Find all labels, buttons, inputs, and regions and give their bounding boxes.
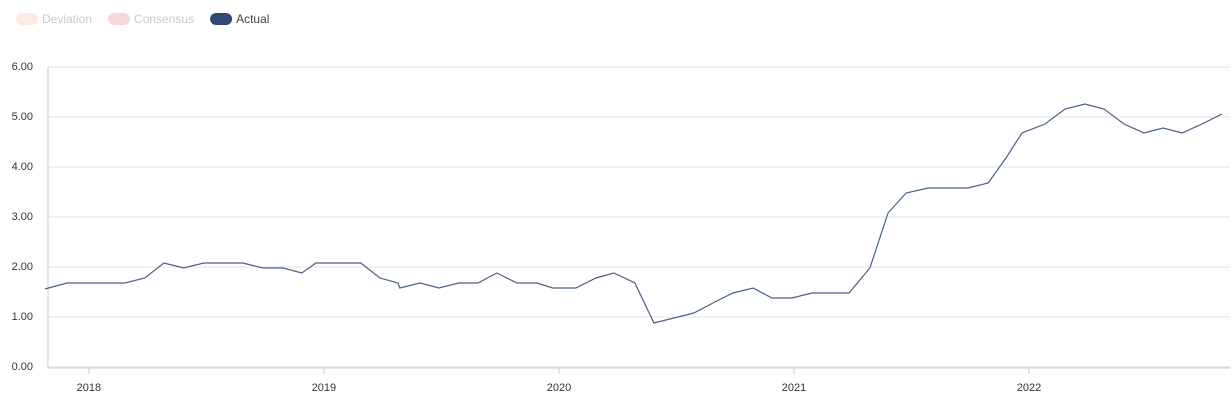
y-tick-label: 6.00: [12, 61, 33, 73]
y-tick-label: 3.00: [12, 211, 33, 223]
legend-swatch: [108, 13, 131, 25]
legend-label: Deviation: [42, 12, 92, 26]
y-tick-label: 4.00: [12, 161, 33, 173]
y-tick-label: 5.00: [12, 111, 33, 123]
y-tick-label: 1.00: [12, 311, 33, 323]
x-tick-label: 2019: [312, 382, 336, 394]
x-tick-label: 2022: [1017, 382, 1041, 394]
legend: Deviation Consensus Actual: [16, 12, 269, 26]
y-tick-label: 0.00: [12, 361, 33, 373]
x-tick-label: 2018: [77, 382, 101, 394]
x-tick-label: 2021: [782, 382, 806, 394]
legend-label: Actual: [236, 12, 269, 26]
x-tick-label: 2020: [547, 382, 571, 394]
data-line: [44, 103, 1223, 324]
legend-swatch: [16, 13, 38, 25]
y-tick-label: 2.00: [12, 261, 33, 273]
legend-swatch: [210, 13, 233, 25]
legend-label: Consensus: [134, 12, 194, 26]
